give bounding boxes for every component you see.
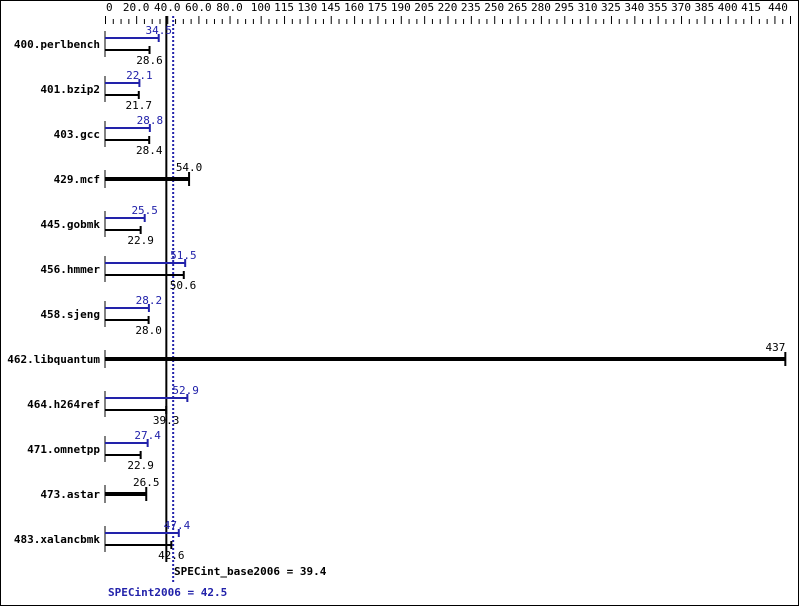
tick-label: 20.0 <box>123 1 150 14</box>
peak-value-label: 52.9 <box>172 384 199 397</box>
tick-label: 0 <box>106 1 113 14</box>
category-label: 483.xalancbmk <box>14 533 100 546</box>
base-value-label: 42.6 <box>158 549 185 562</box>
peak-value-label: 28.2 <box>136 294 163 307</box>
tick-label: 80.0 <box>216 1 243 14</box>
tick-label: 205 <box>414 1 434 14</box>
peak-value-label: 28.8 <box>137 114 164 127</box>
tick-label: 130 <box>297 1 317 14</box>
tick-label: 190 <box>391 1 411 14</box>
category-label: 400.perlbench <box>14 38 100 51</box>
base-value-label: 21.7 <box>126 99 153 112</box>
category-label: 445.gobmk <box>40 218 100 231</box>
peak-value-label: 34.5 <box>145 24 172 37</box>
category-label: 456.hmmer <box>40 263 100 276</box>
tick-label: 310 <box>578 1 598 14</box>
tick-label: 100 <box>251 1 271 14</box>
peak-value-label: 27.4 <box>134 429 161 442</box>
category-label: 403.gcc <box>54 128 100 141</box>
tick-label: 340 <box>624 1 644 14</box>
tick-label: 440 <box>768 1 788 14</box>
base-value-label: 28.4 <box>136 144 163 157</box>
tick-label: 220 <box>438 1 458 14</box>
category-label: 401.bzip2 <box>40 83 100 96</box>
peak-value-label: 25.5 <box>131 204 158 217</box>
base-reference-label: SPECint_base2006 = 39.4 <box>174 565 327 578</box>
tick-label: 370 <box>671 1 691 14</box>
category-label: 458.sjeng <box>40 308 100 321</box>
peak-reference-label: SPECint2006 = 42.5 <box>108 586 227 599</box>
base-value-label: 22.9 <box>127 459 154 472</box>
peak-value-label: 47.4 <box>164 519 191 532</box>
tick-label: 325 <box>601 1 621 14</box>
base-value-label: 22.9 <box>127 234 154 247</box>
tick-label: 145 <box>321 1 341 14</box>
tick-label: 295 <box>554 1 574 14</box>
category-label: 473.astar <box>40 488 100 501</box>
category-label: 429.mcf <box>54 173 100 186</box>
base-value-label: 39.3 <box>153 414 180 427</box>
category-label: 462.libquantum <box>7 353 100 366</box>
tick-label: 280 <box>531 1 551 14</box>
tick-label: 355 <box>648 1 668 14</box>
tick-label: 265 <box>508 1 528 14</box>
tick-label: 115 <box>274 1 294 14</box>
base-value-label: 28.0 <box>135 324 162 337</box>
base-value-label: 50.6 <box>170 279 197 292</box>
category-label: 471.omnetpp <box>27 443 100 456</box>
tick-label: 400 <box>718 1 738 14</box>
tick-label: 160 <box>344 1 364 14</box>
base-value-label: 54.0 <box>176 161 203 174</box>
peak-value-label: 51.5 <box>170 249 197 262</box>
tick-label: 385 <box>694 1 714 14</box>
base-value-label: 437 <box>765 341 785 354</box>
tick-label: 175 <box>368 1 388 14</box>
tick-label: 250 <box>484 1 504 14</box>
tick-label: 40.0 <box>154 1 181 14</box>
tick-label: 415 <box>741 1 761 14</box>
tick-label: 60.0 <box>185 1 212 14</box>
peak-value-label: 22.1 <box>126 69 153 82</box>
base-value-label: 28.6 <box>136 54 163 67</box>
tick-label: 235 <box>461 1 481 14</box>
base-value-label: 26.5 <box>133 476 160 489</box>
category-label: 464.h264ref <box>27 398 100 411</box>
